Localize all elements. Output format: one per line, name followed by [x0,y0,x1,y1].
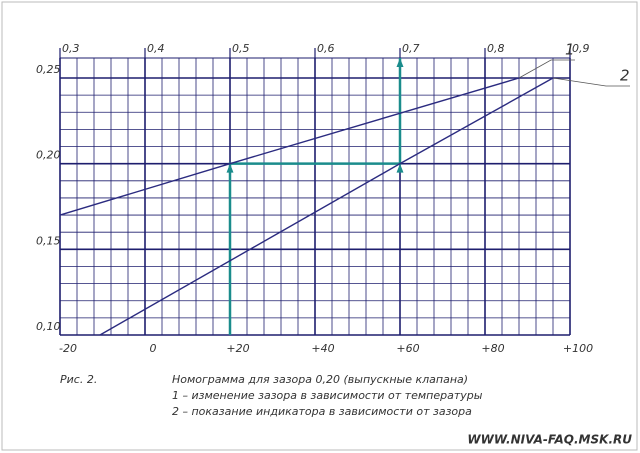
y-tick-label: 0,25 [36,63,61,76]
x-tick-label: +100 [563,342,593,355]
x-tick-label: +40 [311,342,334,355]
watermark: WWW.NIVA-FAQ.MSK.RU [467,433,632,447]
series-label: 2 [620,67,630,85]
x2-tick-label: 0,9 [572,42,590,55]
x-tick-label: +80 [481,342,504,355]
arrow-head [396,163,404,173]
x2-tick-label: 0,7 [402,42,420,55]
arrow-head [226,163,234,173]
x-tick-label: +60 [396,342,419,355]
x2-tick-label: 0,5 [232,42,250,55]
x2-tick-label: 0,6 [317,42,335,55]
series-line [99,77,554,336]
x-tick-label: +20 [226,342,249,355]
series-line [59,77,520,216]
y-tick-label: 0,15 [36,234,61,247]
x2-tick-label: 0,8 [487,42,505,55]
figure-label: Рис. 2. [60,373,97,386]
series-label: 1 [565,41,575,59]
y-tick-label: 0,20 [36,149,61,162]
caption-note: 1 – изменение зазора в зависимости от те… [172,389,483,402]
y-tick-label: 0,10 [36,320,61,333]
x-tick-label: 0 [150,342,157,355]
caption-note: 2 – показание индикатора в зависимости о… [172,405,472,418]
caption-title: Номограмма для зазора 0,20 (выпускные кл… [172,373,468,386]
leader-line [518,59,575,79]
x2-tick-label: 0,3 [62,42,80,55]
arrow-head [396,58,404,67]
x-tick-label: -20 [59,342,77,355]
example-path [228,58,402,335]
leader-line [552,77,630,87]
x2-tick-label: 0,4 [147,42,165,55]
